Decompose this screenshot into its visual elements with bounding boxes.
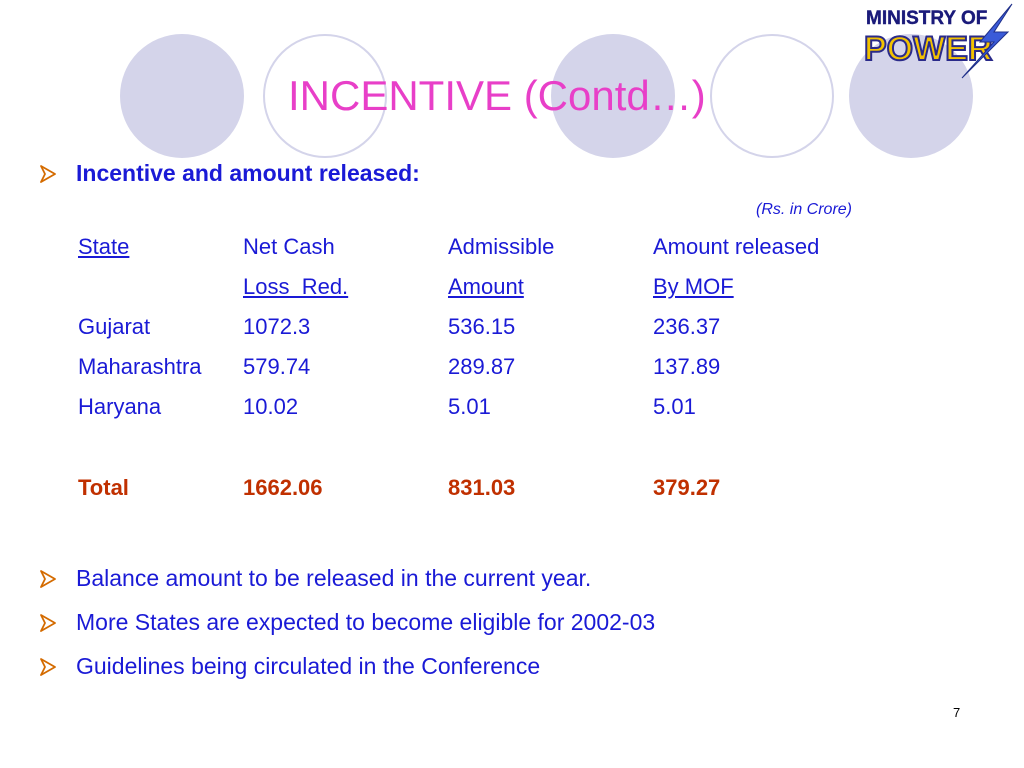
state-cell: Haryana	[78, 394, 162, 419]
ministry-of-power-logo: MINISTRY OF POWER	[863, 3, 1013, 79]
decorative-circle	[551, 34, 675, 158]
total-released: 379.27	[653, 475, 721, 500]
released-cell: 236.37	[653, 314, 721, 339]
total-label: Total	[78, 475, 129, 500]
net-cash-cell: 10.02	[243, 394, 299, 419]
intro-bullet-text: Incentive and amount released:	[76, 160, 420, 186]
arrow-bullet-icon	[40, 164, 56, 183]
slide-title: INCENTIVE (Contd…)	[288, 72, 706, 119]
header-admissible: Admissible	[448, 234, 555, 259]
unit-note: (Rs. in Crore)	[756, 201, 853, 218]
logo-line2: POWER	[864, 30, 992, 68]
header-amount: Amount	[448, 274, 524, 299]
admissible-cell: 536.15	[448, 314, 516, 339]
net-cash-cell: 1072.3	[243, 314, 311, 339]
header-amount-released: Amount released	[653, 234, 820, 259]
bullet-text: Guidelines being circulated in the Confe…	[76, 653, 541, 679]
intro-bullet: Incentive and amount released:	[40, 160, 420, 187]
net-cash-cell: 579.74	[243, 354, 311, 379]
bullet-item: Balance amount to be released in the cur…	[40, 565, 591, 592]
decorative-circle	[849, 34, 973, 158]
header-net-cash: Net Cash	[243, 234, 335, 259]
arrow-bullet-icon	[40, 657, 56, 676]
header-state: State	[78, 234, 130, 259]
header-by-mof: By MOF	[653, 274, 734, 299]
bullet-text: More States are expected to become eligi…	[76, 609, 656, 635]
lightning-bolt-icon	[961, 3, 1013, 79]
header-loss-red: Loss Red.	[243, 274, 349, 299]
arrow-bullet-icon	[40, 569, 56, 588]
released-cell: 137.89	[653, 354, 721, 379]
admissible-cell: 5.01	[448, 394, 491, 419]
arrow-bullet-icon	[40, 613, 56, 632]
admissible-cell: 289.87	[448, 354, 516, 379]
logo-line1: MINISTRY OF	[866, 8, 987, 29]
state-cell: Maharashtra	[78, 354, 202, 379]
decorative-circle	[120, 34, 244, 158]
released-cell: 5.01	[653, 394, 696, 419]
bullet-item: More States are expected to become eligi…	[40, 609, 655, 636]
decorative-circle	[263, 34, 387, 158]
page-number: 7	[953, 705, 961, 720]
decorative-circle	[710, 34, 834, 158]
bullet-text: Balance amount to be released in the cur…	[76, 565, 592, 591]
total-net-cash: 1662.06	[243, 475, 323, 500]
state-cell: Gujarat	[78, 314, 151, 339]
bullet-item: Guidelines being circulated in the Confe…	[40, 653, 540, 680]
total-admissible: 831.03	[448, 475, 516, 500]
